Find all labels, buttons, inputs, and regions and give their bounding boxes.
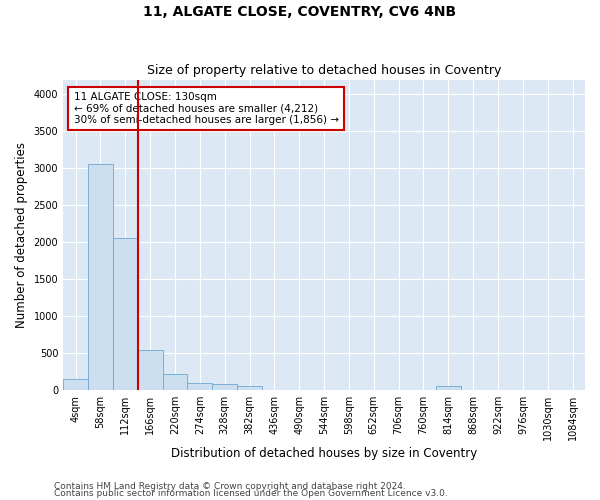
Text: 11 ALGATE CLOSE: 130sqm
← 69% of detached houses are smaller (4,212)
30% of semi: 11 ALGATE CLOSE: 130sqm ← 69% of detache… [74, 92, 338, 125]
Bar [436, 386, 461, 390]
Text: Contains HM Land Registry data © Crown copyright and database right 2024.: Contains HM Land Registry data © Crown c… [54, 482, 406, 491]
Bar [113, 238, 138, 390]
Bar [187, 383, 212, 390]
Bar [212, 384, 237, 390]
Title: Size of property relative to detached houses in Coventry: Size of property relative to detached ho… [147, 64, 501, 77]
Y-axis label: Number of detached properties: Number of detached properties [15, 142, 28, 328]
Text: Contains public sector information licensed under the Open Government Licence v3: Contains public sector information licen… [54, 490, 448, 498]
Bar [138, 350, 163, 390]
Bar [63, 379, 88, 390]
Bar [88, 164, 113, 390]
X-axis label: Distribution of detached houses by size in Coventry: Distribution of detached houses by size … [171, 447, 477, 460]
Bar [163, 374, 187, 390]
Bar [237, 386, 262, 390]
Text: 11, ALGATE CLOSE, COVENTRY, CV6 4NB: 11, ALGATE CLOSE, COVENTRY, CV6 4NB [143, 5, 457, 19]
